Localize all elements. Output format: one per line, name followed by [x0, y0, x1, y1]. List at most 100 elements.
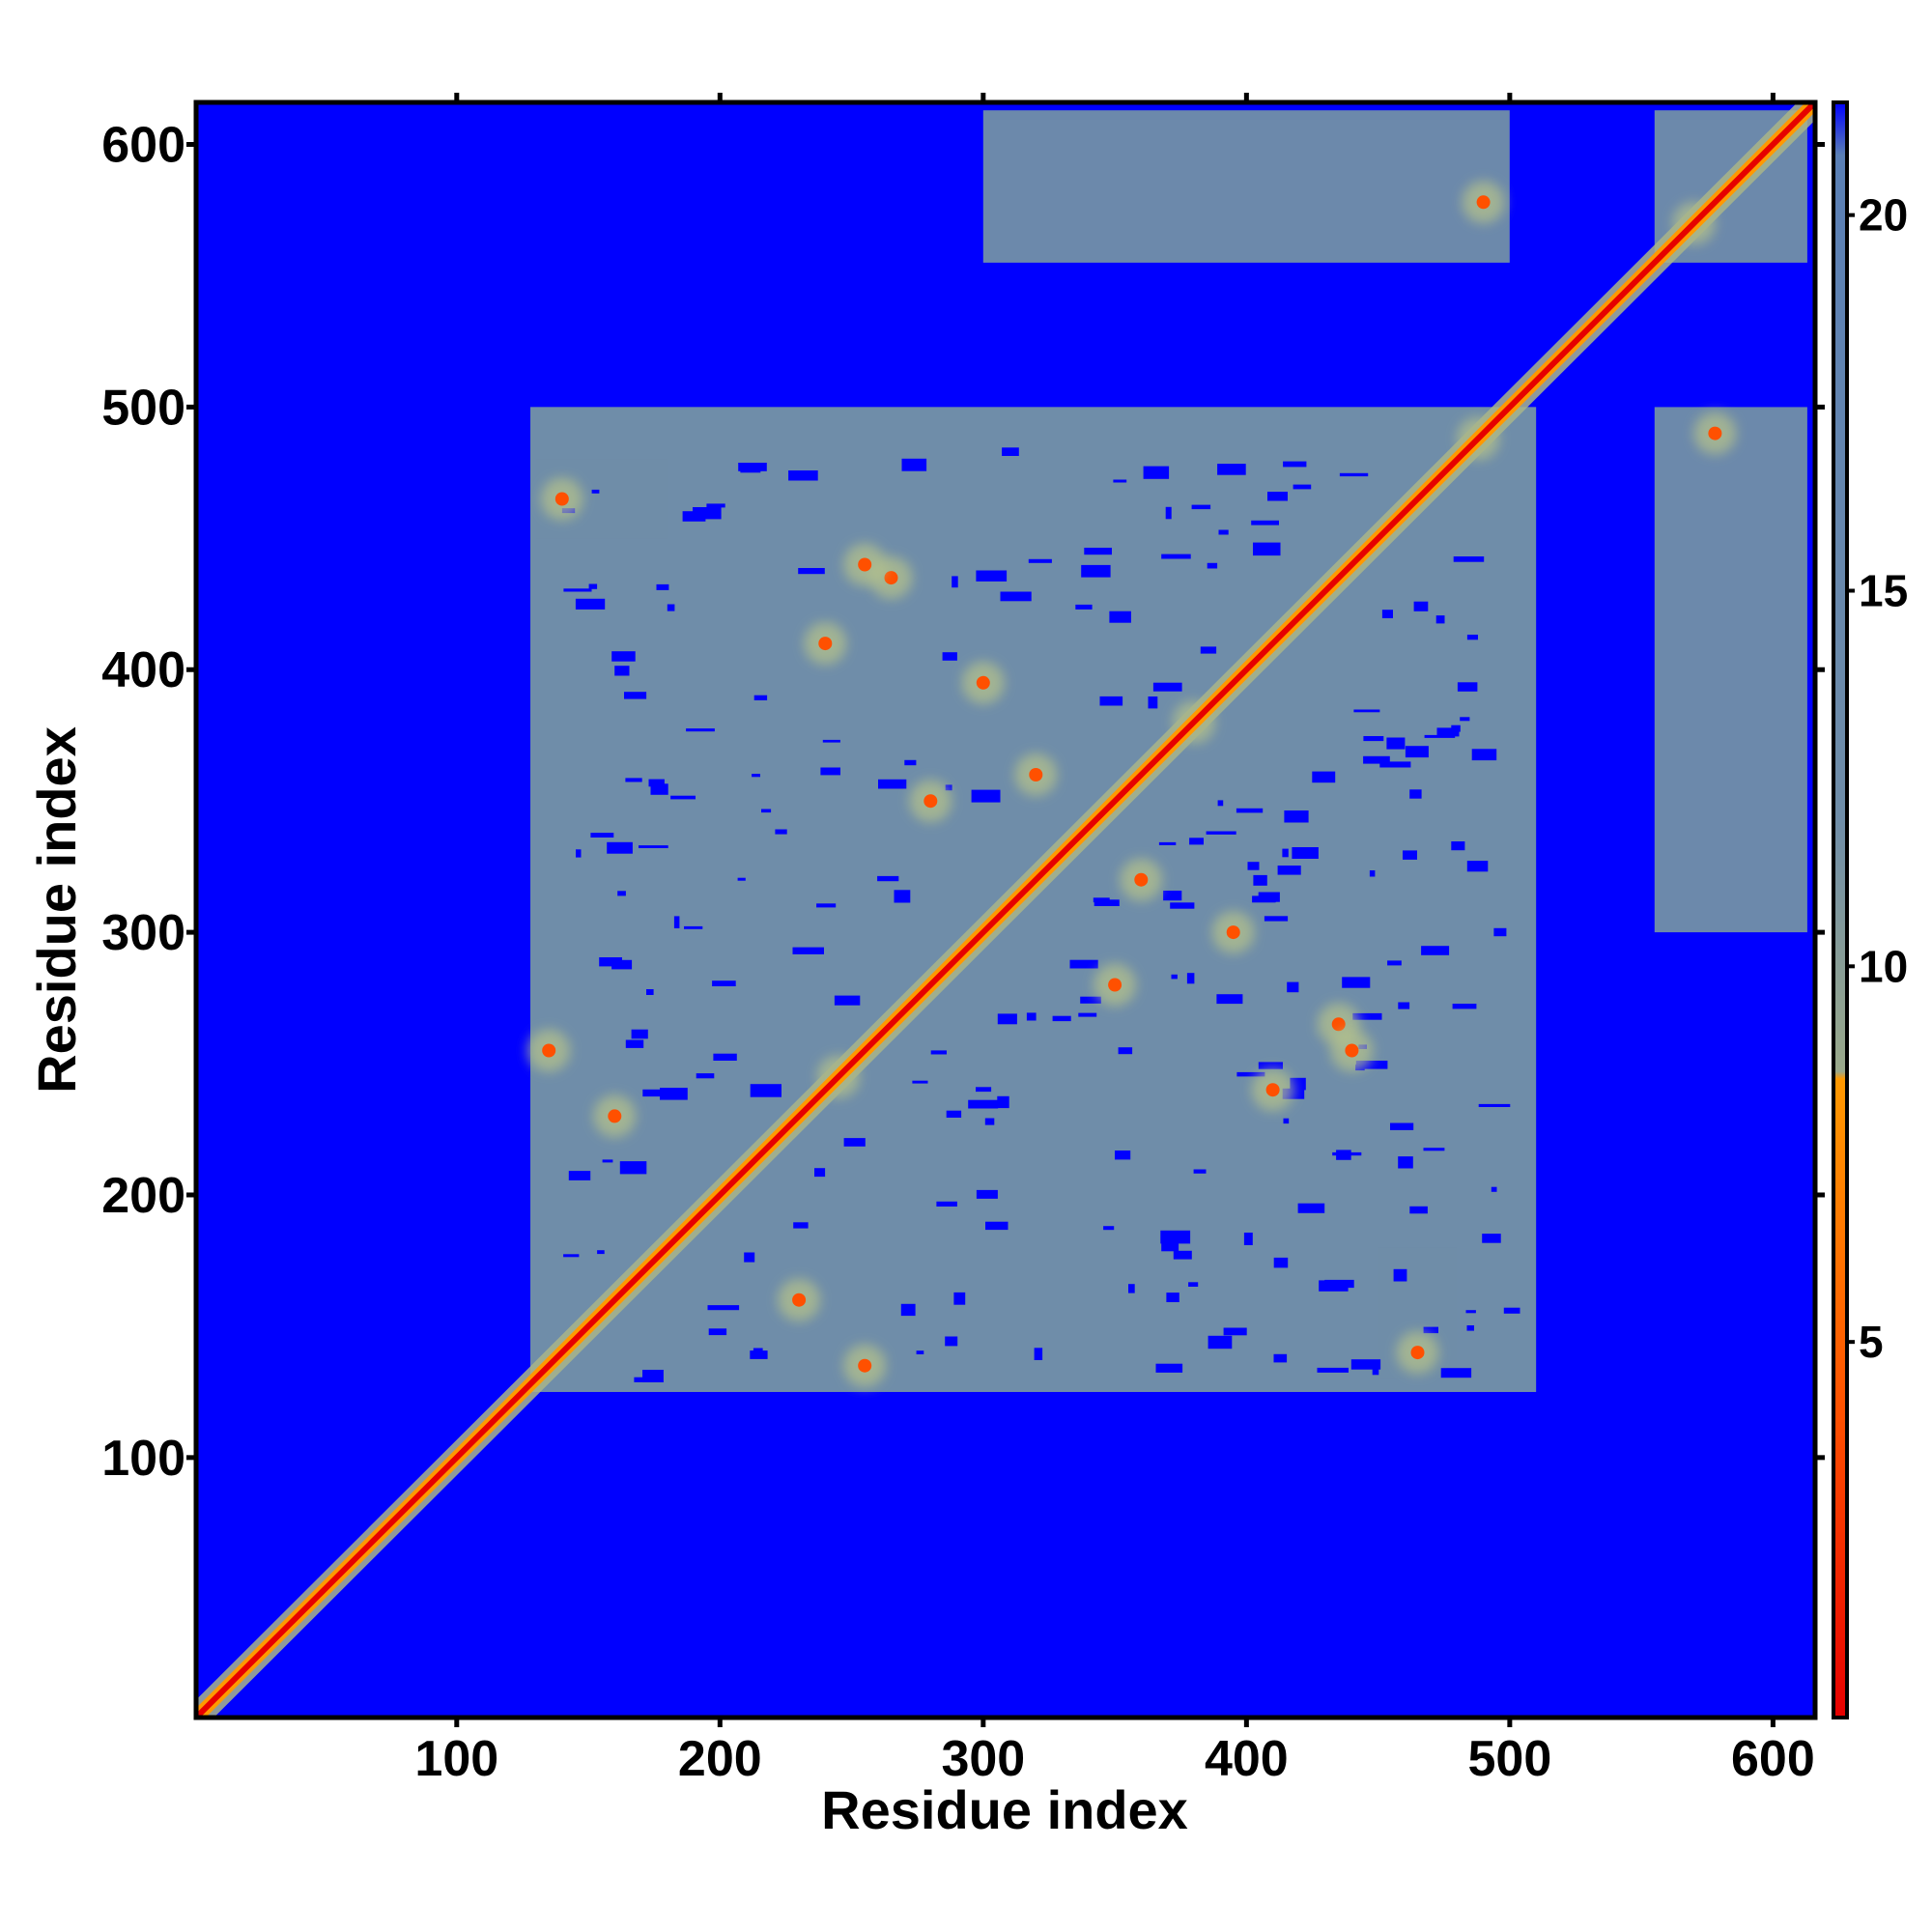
gap-cell [877, 875, 899, 882]
gap-cell [945, 1336, 958, 1347]
gap-cell [1421, 946, 1450, 955]
gap-cell [1363, 736, 1384, 742]
gap-cell [611, 651, 636, 662]
gap-cell [1292, 847, 1319, 859]
gap-cell [1103, 1226, 1115, 1231]
gap-cell [1028, 558, 1052, 563]
gap-cell [1436, 727, 1460, 737]
gap-cell [1075, 604, 1093, 610]
gap-cell [1223, 1327, 1247, 1336]
gap-cell [1493, 927, 1507, 937]
gap-cell [1398, 1156, 1413, 1169]
gap-cell [1078, 1012, 1097, 1017]
y-tick-label: 400 [101, 642, 185, 698]
gap-cell [1355, 1061, 1388, 1069]
gap-cell [1390, 1122, 1414, 1130]
gap-cell [1332, 1151, 1362, 1156]
gap-cell [1287, 981, 1299, 993]
gap-cell [707, 1305, 740, 1311]
gap-cell [878, 779, 907, 789]
gap-cell [1084, 548, 1112, 555]
close-contact [554, 492, 569, 506]
gap-cell [753, 695, 768, 700]
gap-cell [597, 1250, 605, 1255]
gap-cell [667, 604, 675, 611]
gap-cell [642, 1089, 665, 1097]
gap-cell [1353, 709, 1380, 713]
gap-cell [602, 1159, 613, 1163]
gap-cell [1155, 1363, 1183, 1373]
gap-cell [1264, 916, 1289, 922]
gap-cell [1026, 1012, 1037, 1021]
gap-cell [997, 1013, 1017, 1025]
gap-cell [1312, 771, 1336, 783]
gap-cell [1034, 1348, 1043, 1360]
gap-cell [1440, 1368, 1472, 1378]
gap-cell [1052, 1015, 1071, 1022]
gap-cell [753, 1348, 763, 1356]
gap-cell [1277, 866, 1301, 875]
gap-cell [900, 1303, 916, 1317]
gap-cell [588, 583, 598, 589]
close-contact [884, 571, 898, 585]
gap-cell [1161, 554, 1191, 559]
gap-cell [1200, 646, 1217, 654]
colorbar [1832, 100, 1849, 1719]
gap-cell [1193, 1169, 1207, 1174]
gap-cell [1393, 1268, 1407, 1282]
gap-cell [1258, 1062, 1283, 1069]
gap-cell [1251, 520, 1279, 526]
gap-cell [1081, 564, 1111, 578]
gap-cell [1253, 874, 1267, 886]
gap-cell [1273, 1257, 1289, 1268]
gap-cell [1317, 1367, 1349, 1373]
gap-cell [1435, 615, 1445, 624]
gap-cell [737, 877, 746, 881]
x-tick-label: 500 [1467, 1731, 1551, 1787]
plot-frame [193, 99, 1818, 1720]
gap-cell [696, 1073, 715, 1079]
x-tick-label: 100 [414, 1731, 498, 1787]
gap-cell [738, 463, 767, 471]
gap-cell [713, 1053, 737, 1061]
x-tick-label: 400 [1205, 1731, 1289, 1787]
gap-cell [1236, 808, 1264, 813]
gap-cell [1099, 696, 1123, 706]
gap-cell [708, 1328, 727, 1336]
gap-cell [1173, 1250, 1192, 1260]
gap-cell [563, 1254, 580, 1258]
gap-cell [1218, 529, 1229, 535]
gap-cell [904, 759, 917, 766]
gap-cell [1160, 1230, 1191, 1244]
gap-cell [1324, 1279, 1354, 1289]
close-contact [923, 794, 938, 809]
gap-cell [1409, 789, 1422, 799]
colorbar-tick-label: 20 [1859, 190, 1908, 241]
gap-cell [1148, 696, 1158, 709]
gap-cell [684, 925, 703, 929]
colorbar-tick-label: 15 [1859, 565, 1908, 615]
gap-cell [1186, 973, 1195, 984]
close-contact [858, 1358, 872, 1373]
gap-cell [1118, 1047, 1133, 1055]
gap-cell [798, 568, 825, 575]
close-contact [792, 1293, 807, 1307]
gap-cell [625, 778, 642, 782]
gap-cell [1217, 800, 1224, 807]
close-contact [1331, 1017, 1346, 1032]
gap-cell [1471, 749, 1497, 761]
gap-cell [625, 1039, 644, 1048]
gap-cell [1158, 841, 1177, 845]
gap-cell [614, 666, 630, 676]
gap-cell [1379, 761, 1411, 768]
gap-cell [1403, 850, 1417, 860]
gap-cell [1466, 1325, 1474, 1331]
gap-cell [916, 1350, 924, 1354]
colorbar-ticks: 5 10 15 20 [1847, 190, 1908, 1367]
gap-cell [1165, 506, 1172, 520]
gap-cell [1152, 682, 1182, 692]
gap-cell [575, 598, 606, 610]
gap-cell [952, 576, 958, 588]
gap-cell [1000, 591, 1032, 602]
close-contact [1345, 1043, 1359, 1058]
